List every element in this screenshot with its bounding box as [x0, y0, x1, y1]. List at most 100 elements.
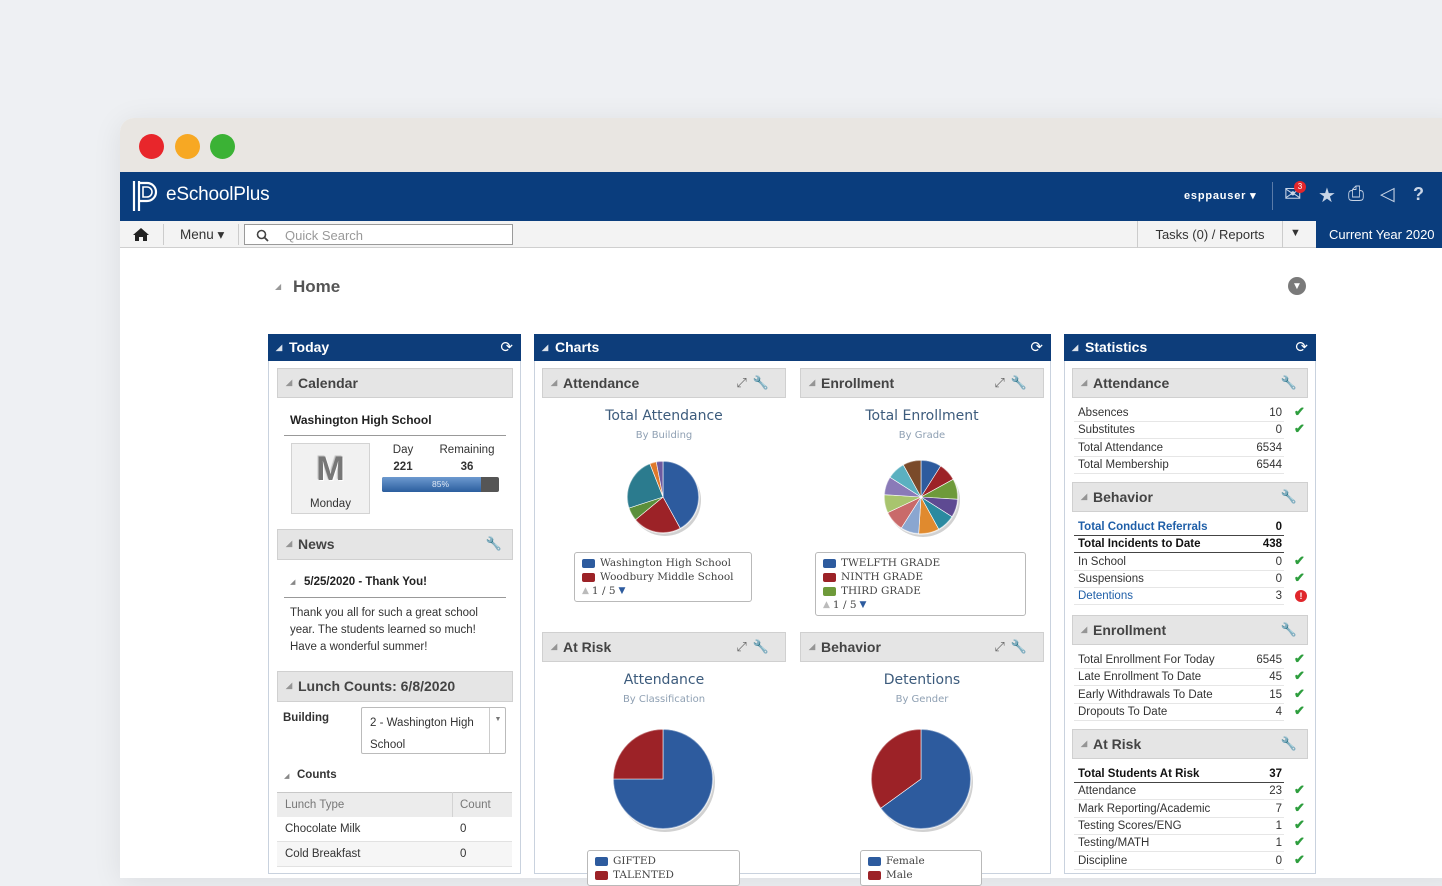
collapse-toggle[interactable]: ◢ [551, 378, 558, 387]
stat-row: Suspensions 0 [1074, 571, 1284, 588]
stat-value: 4 [1275, 705, 1282, 718]
tasks-button[interactable]: Tasks (0) / Reports [1137, 221, 1283, 248]
collapse-toggle[interactable]: ◢ [1081, 625, 1088, 634]
status-ok: ✔ [1294, 651, 1305, 666]
legend-item[interactable]: NINTH GRADE [823, 571, 923, 583]
legend-item[interactable]: TWELFTH GRADE [823, 557, 1018, 569]
pie-chart [626, 460, 701, 536]
stat-row: Total Attendance 6534 [1074, 440, 1284, 457]
building-select[interactable]: 2 - Washington High School ▼ [361, 707, 506, 754]
help-icon[interactable]: ? [1413, 184, 1424, 204]
legend-label: NINTH GRADE [841, 571, 923, 583]
legend-item[interactable]: Male [868, 869, 913, 881]
favorites-icon[interactable]: ★ [1318, 185, 1336, 207]
collapse-toggle[interactable]: ◢ [1081, 378, 1088, 387]
user-name: esppauser [1184, 190, 1247, 202]
section-header: ◢ Attendance ⤢🔧 [542, 368, 786, 398]
stat-value: 37 [1269, 768, 1282, 780]
close-button[interactable] [139, 134, 164, 159]
menu-button[interactable]: Menu ▾ [180, 227, 225, 242]
legend-swatch [823, 572, 836, 582]
print-icon[interactable]: ⎙ [1348, 183, 1364, 205]
settings-icon[interactable]: 🔧 [1280, 489, 1297, 504]
legend-item[interactable]: Female [868, 855, 925, 867]
page-title: Home [293, 277, 341, 296]
section-title: Attendance [1093, 375, 1170, 391]
settings-icon[interactable]: 🔧 [1280, 375, 1297, 390]
pager-up[interactable]: ▲ [823, 600, 830, 610]
settings-icon[interactable]: 🔧 [1280, 622, 1297, 637]
collapse-toggle[interactable]: ◢ [284, 773, 290, 780]
legend: TWELFTH GRADE NINTH GRADE THIRD GRADE ▲ 1 / … [815, 552, 1026, 616]
chart-title: Detentions [883, 672, 961, 688]
chart-title: Total Enrollment [865, 408, 979, 424]
legend-swatch [823, 558, 836, 568]
stat-row: Absences 10 [1074, 405, 1284, 422]
section-title: Enrollment [1093, 622, 1167, 638]
legend-item[interactable]: THIRD GRADE [823, 585, 921, 597]
year-selector[interactable]: Current Year 2020 [1316, 221, 1442, 248]
stat-value: 0 [1275, 854, 1282, 867]
collapse-toggle[interactable]: ◢ [1081, 739, 1088, 748]
stat-value: 0 [1275, 572, 1282, 585]
chart-tools[interactable]: ⤢🔧 [736, 375, 775, 390]
chart-tools[interactable]: ⤢🔧 [994, 639, 1033, 654]
minimize-button[interactable] [175, 134, 200, 159]
today-panel [268, 334, 521, 874]
settings-icon[interactable]: 🔧 [485, 536, 502, 551]
legend-item[interactable]: Woodbury Middle School [582, 571, 734, 583]
search-placeholder: Quick Search [285, 228, 364, 243]
stat-value: 15 [1269, 688, 1282, 701]
legend-item[interactable]: GIFTED [595, 855, 656, 867]
chart-title: Total Attendance [605, 408, 723, 424]
refresh-icon[interactable]: ⟳ [1030, 339, 1043, 356]
lunch-count: 0 [460, 848, 467, 860]
refresh-icon[interactable]: ⟳ [500, 339, 513, 356]
user-menu[interactable]: esppauser ▾ [1184, 190, 1257, 202]
pie-chart [883, 459, 960, 537]
page-options[interactable]: ▼ [1288, 277, 1306, 295]
stat-label: Suspensions [1078, 572, 1144, 585]
status-ok: ✔ [1294, 816, 1305, 832]
collapse-toggle[interactable]: ◢ [290, 579, 296, 586]
collapse-toggle[interactable]: ◢ [551, 642, 558, 651]
legend-item[interactable]: Washington High School [582, 557, 744, 569]
search-icon [256, 229, 269, 242]
legend-item[interactable]: TALENTED [595, 869, 674, 881]
home-button[interactable] [132, 227, 150, 242]
stat-row: Discipline 0 [1074, 853, 1284, 870]
collapse-toggle[interactable]: ◢ [809, 642, 816, 651]
collapse-toggle[interactable]: ◢ [1081, 492, 1088, 501]
collapse-toggle[interactable]: ◢ [275, 282, 282, 291]
pie-chart [612, 728, 715, 832]
status-ok: ✔ [1294, 421, 1305, 437]
chart-tools[interactable]: ⤢🔧 [736, 639, 775, 654]
legend-label: TALENTED [613, 869, 674, 881]
settings-icon[interactable]: 🔧 [1280, 736, 1297, 751]
section-title: Attendance [563, 375, 640, 391]
section-title: Calendar [298, 375, 358, 391]
collapse-toggle[interactable]: ◢ [809, 378, 816, 387]
stat-row[interactable]: Total Conduct Referrals 0 [1074, 519, 1284, 536]
stat-label: Testing/MATH [1078, 837, 1150, 850]
stat-row[interactable]: Detentions 3 [1074, 588, 1284, 606]
status-ok: ✔ [1294, 685, 1305, 701]
pager-up[interactable]: ▲ [582, 586, 589, 596]
pager-down[interactable]: ▼ [618, 586, 626, 596]
section-header: ◢ At Risk ⤢🔧 [542, 632, 786, 662]
pager-down[interactable]: ▼ [859, 600, 867, 610]
building-value: 2 - Washington High School [370, 717, 474, 751]
announce-icon[interactable]: ◁ [1380, 184, 1395, 205]
stat-label: Substitutes [1078, 424, 1135, 437]
tasks-dropdown[interactable]: ▼ [1290, 227, 1301, 239]
legend-swatch [582, 572, 595, 582]
maximize-button[interactable] [210, 134, 235, 159]
legend-swatch [823, 586, 836, 596]
refresh-icon[interactable]: ⟳ [1295, 339, 1308, 356]
search-box[interactable]: Quick Search [244, 224, 513, 245]
section-header: ◢ Behavior ⤢🔧 [800, 632, 1044, 662]
chart-tools[interactable]: ⤢🔧 [994, 375, 1033, 390]
stat-value: 6544 [1256, 458, 1282, 471]
stat-value: 0 [1275, 424, 1282, 437]
panel-title: Statistics [1085, 339, 1148, 355]
